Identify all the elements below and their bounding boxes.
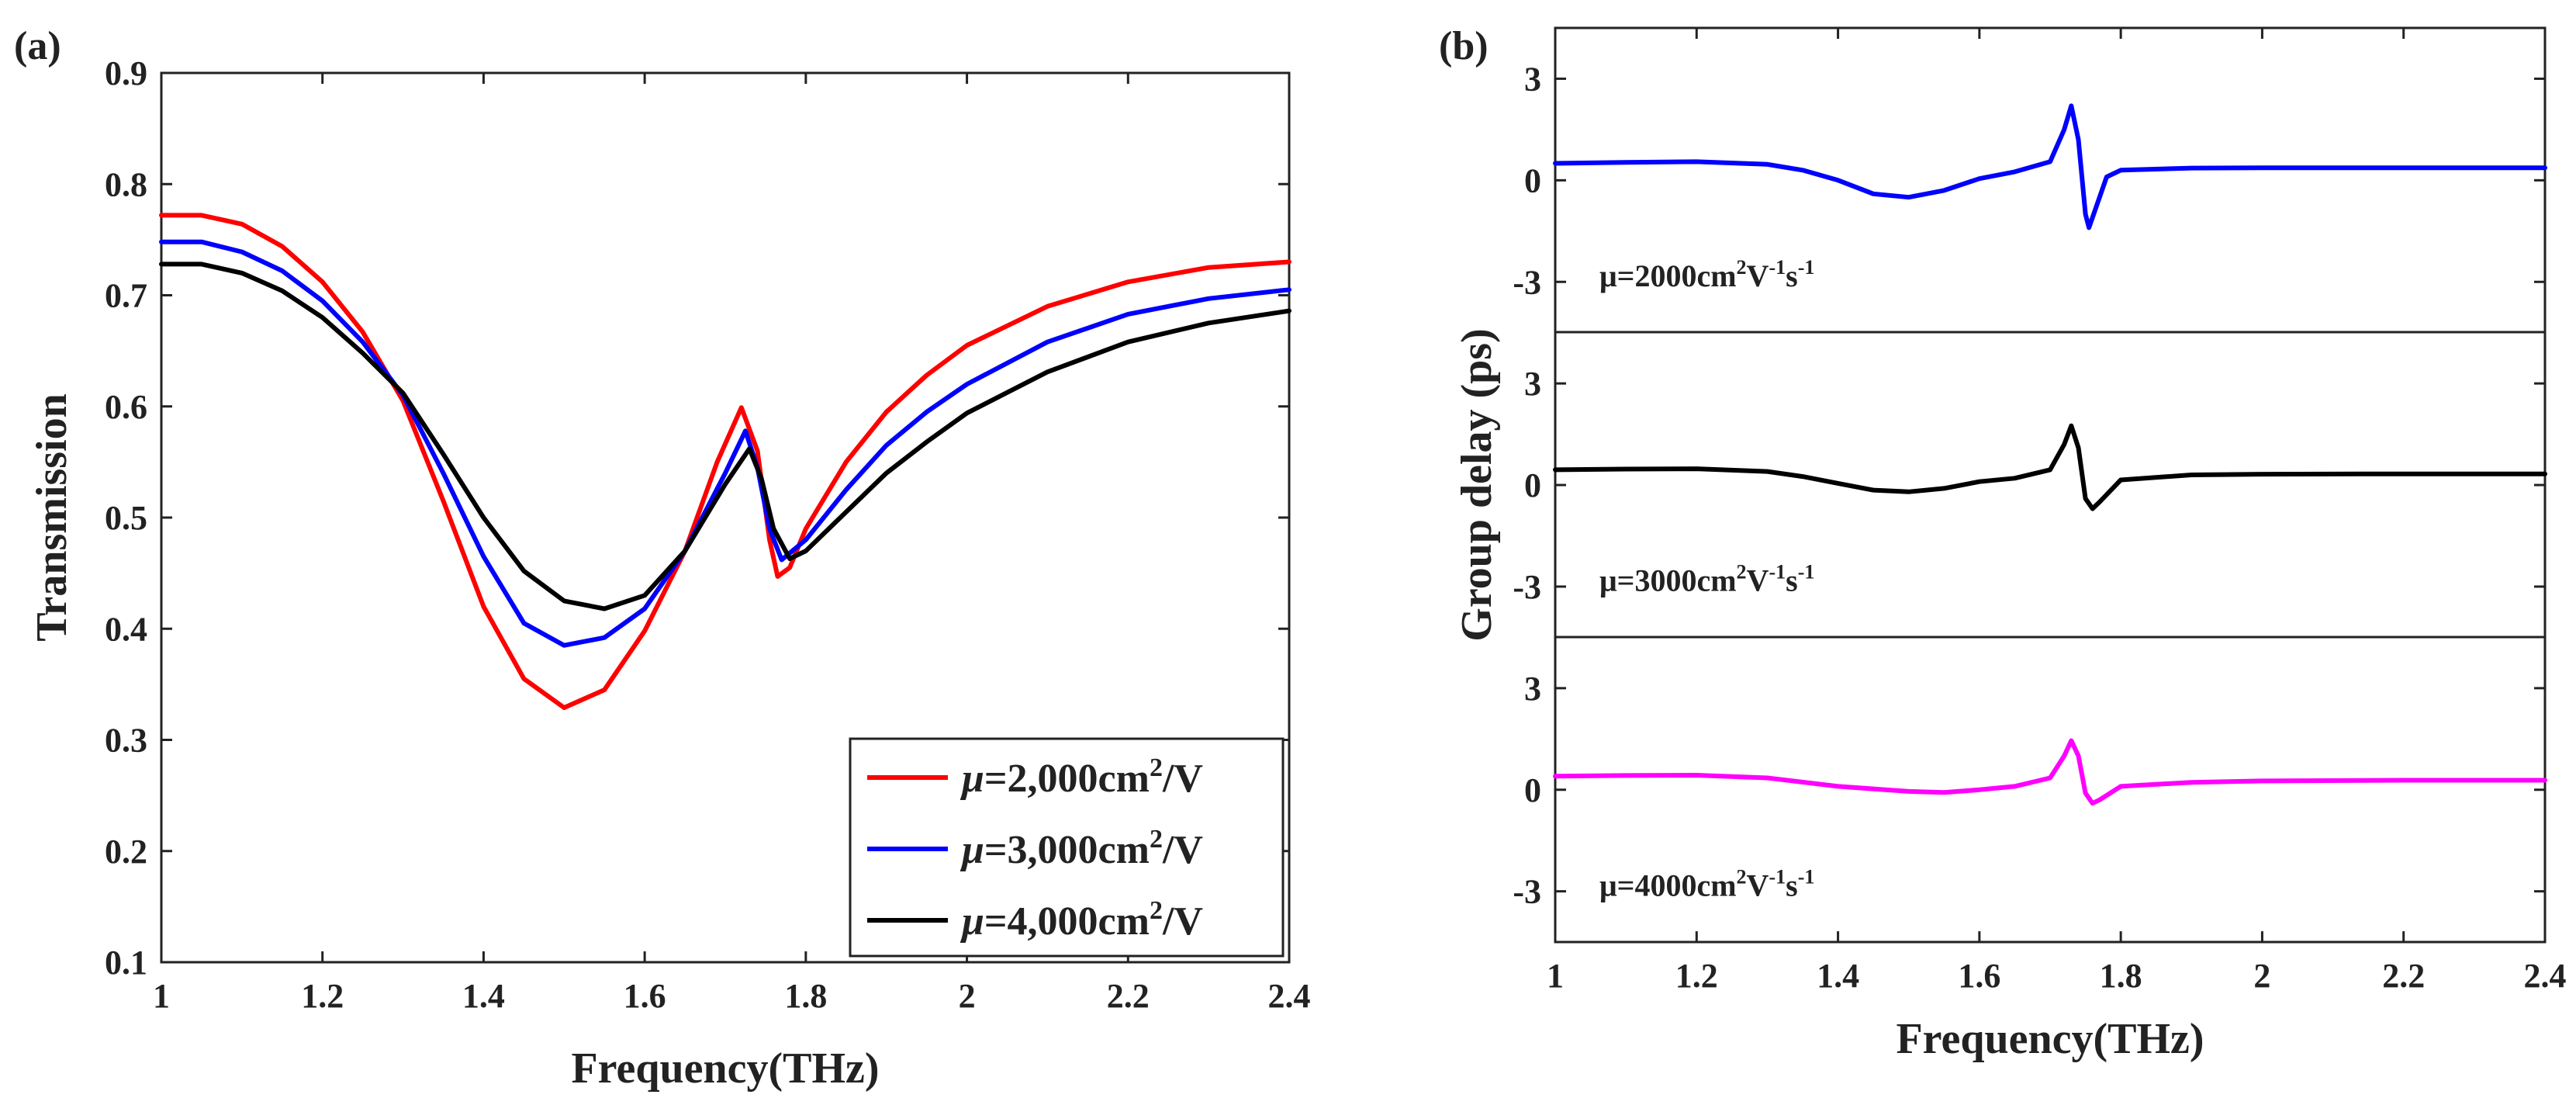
panel-b-xtick-label: 2.4 xyxy=(2524,957,2567,995)
panel-b-ytick-label: 0 xyxy=(1524,466,1541,504)
panel-a-series xyxy=(159,213,1291,710)
panel-a-ytick-label: 0.2 xyxy=(105,833,147,871)
panel-a-ytick-label: 0.9 xyxy=(105,54,147,92)
panel-b-xtick-label: 1.2 xyxy=(1675,957,1718,995)
panel-b-ytick-label: -3 xyxy=(1513,263,1541,301)
panel-b-xtick-label: 2.2 xyxy=(2382,957,2425,995)
panel-b-ytick-label: -3 xyxy=(1513,873,1541,911)
panel-b: (b) 1 1.2 1.4 1.6 1.8 2 2.2 2.4 3 0 -3 3 0 -3 3 0 -3 μ=2… xyxy=(1439,24,2567,1063)
panel-a-ylabel: Transmission xyxy=(28,393,76,641)
panel-b-xtick-label: 2 xyxy=(2253,957,2270,995)
panel-b-ytick-label: 0 xyxy=(1524,771,1541,809)
panel-b-ytick-label: 3 xyxy=(1524,365,1541,403)
panel-a-xtick-label: 1 xyxy=(153,977,170,1015)
panel-a-xtick-label: 2.4 xyxy=(1268,977,1311,1015)
panel-b-series-line-2 xyxy=(1553,423,2547,511)
legend-label-1: μ=2,000cm2/V xyxy=(960,753,1203,801)
panel-a-ticks: 1 1.2 1.4 1.6 1.8 2 2.2 2.4 0.1 0.2 0.3 0.4 0.5 0.6 0.… xyxy=(105,54,1311,1015)
panel-b-annotations: μ=2000cm2V-1s-1 μ=3000cm2V-1s-1 μ=4000cm2V… xyxy=(1599,256,1814,902)
panel-a-series-line-1 xyxy=(159,213,1291,710)
panel-b-series-line-3 xyxy=(1553,738,2547,806)
panel-b-ytick-label: -3 xyxy=(1513,568,1541,606)
panel-a: (a) 1 1.2 1.4 1.6 1.8 2 2.2 2.4 0.1 0.2 0.3 0.4 0.5 0… xyxy=(14,24,1311,1093)
panel-a-series-line-2 xyxy=(159,239,1291,648)
panel-a-series-line-3 xyxy=(159,262,1291,611)
panel-a-xtick-label: 2 xyxy=(959,977,976,1015)
panel-b-xtick-label: 1 xyxy=(1547,957,1564,995)
panel-b-series-line-1 xyxy=(1553,103,2547,230)
panel-b-label: (b) xyxy=(1439,24,1489,68)
panel-a-label: (a) xyxy=(14,24,61,68)
panel-b-ytick-label: 3 xyxy=(1524,60,1541,98)
panel-a-ytick-label: 0.5 xyxy=(105,499,147,537)
panel-a-ytick-label: 0.1 xyxy=(105,944,147,982)
panel-a-ytick-label: 0.4 xyxy=(105,610,147,648)
panel-b-axes-frame xyxy=(1554,26,2547,944)
panel-a-xtick-label: 1.8 xyxy=(784,977,827,1015)
panel-a-ytick-label: 0.3 xyxy=(105,722,147,760)
panel-b-ticks: 1 1.2 1.4 1.6 1.8 2 2.2 2.4 3 0 -3 3 0 -3 3 0 -3 xyxy=(1513,28,2567,995)
panel-a-xtick-label: 1.2 xyxy=(301,977,344,1015)
panel-a-xtick-label: 1.6 xyxy=(624,977,666,1015)
panel-b-annotation-3: μ=4000cm2V-1s-1 xyxy=(1599,865,1814,902)
panel-b-xtick-label: 1.4 xyxy=(1817,957,1859,995)
panel-b-series xyxy=(1553,103,2547,806)
panel-b-annotation-2: μ=3000cm2V-1s-1 xyxy=(1599,561,1814,598)
panel-b-ytick-label: 0 xyxy=(1524,161,1541,199)
panel-a-ytick-label: 0.8 xyxy=(105,165,147,203)
panel-b-xlabel: Frequency(THz) xyxy=(1896,1015,2204,1063)
legend: μ=2,000cm2/V μ=3,000cm2/V μ=4,000cm2/V xyxy=(849,737,1285,958)
panel-a-ytick-label: 0.6 xyxy=(105,388,147,426)
legend-label-3: μ=4,000cm2/V xyxy=(960,896,1203,944)
panel-b-xtick-label: 1.8 xyxy=(2100,957,2142,995)
panel-a-xlabel: Frequency(THz) xyxy=(571,1044,879,1093)
panel-b-xtick-label: 1.6 xyxy=(1958,957,2000,995)
panel-a-ytick-label: 0.7 xyxy=(105,277,147,315)
panel-a-xtick-label: 2.2 xyxy=(1107,977,1150,1015)
panel-a-xtick-label: 1.4 xyxy=(462,977,505,1015)
panel-b-ytick-label: 3 xyxy=(1524,670,1541,708)
panel-b-annotation-1: μ=2000cm2V-1s-1 xyxy=(1599,256,1814,293)
panel-b-ylabel: Group delay (ps) xyxy=(1453,328,1501,641)
legend-label-2: μ=3,000cm2/V xyxy=(960,825,1203,872)
